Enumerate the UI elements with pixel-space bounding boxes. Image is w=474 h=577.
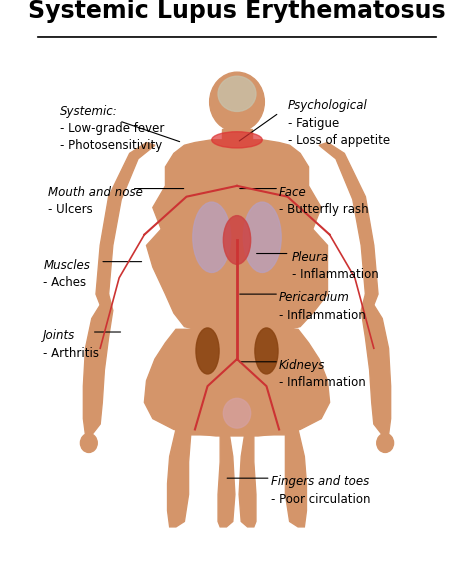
Text: Fingers and toes: Fingers and toes [271, 475, 369, 489]
Text: Face: Face [279, 186, 307, 199]
Polygon shape [146, 140, 328, 329]
Polygon shape [319, 143, 378, 305]
Text: - Poor circulation: - Poor circulation [271, 493, 370, 506]
Ellipse shape [81, 433, 97, 452]
Ellipse shape [223, 216, 251, 264]
Polygon shape [361, 294, 391, 435]
Polygon shape [83, 294, 113, 435]
Text: Mouth and nose: Mouth and nose [47, 186, 143, 199]
Text: Psychological: Psychological [288, 99, 367, 113]
Ellipse shape [243, 202, 281, 272]
Text: - Loss of appetite: - Loss of appetite [288, 134, 390, 147]
Text: Pericardium: Pericardium [279, 291, 350, 305]
Polygon shape [145, 329, 329, 436]
Polygon shape [239, 429, 307, 527]
Ellipse shape [196, 328, 219, 374]
Text: - Low-grade fever: - Low-grade fever [60, 122, 164, 135]
Text: - Photosensitivity: - Photosensitivity [60, 139, 163, 152]
Polygon shape [222, 129, 252, 143]
Text: - Inflammation: - Inflammation [279, 309, 366, 322]
Text: - Butterfly rash: - Butterfly rash [279, 203, 369, 216]
Text: Muscles: Muscles [43, 259, 90, 272]
Ellipse shape [255, 328, 278, 374]
Polygon shape [167, 429, 235, 527]
Ellipse shape [210, 72, 264, 132]
Text: Pleura: Pleura [292, 251, 329, 264]
Ellipse shape [218, 76, 256, 111]
Text: Joints: Joints [43, 329, 76, 342]
Text: - Arthritis: - Arthritis [43, 347, 100, 359]
Polygon shape [96, 143, 155, 305]
Text: Kidneys: Kidneys [279, 359, 326, 372]
Text: - Ulcers: - Ulcers [47, 203, 92, 216]
Ellipse shape [223, 398, 251, 428]
Text: Systemic Lupus Erythematosus: Systemic Lupus Erythematosus [28, 0, 446, 24]
Text: - Aches: - Aches [43, 276, 86, 289]
Text: - Inflammation: - Inflammation [279, 376, 366, 389]
Ellipse shape [212, 132, 262, 148]
Text: - Fatigue: - Fatigue [288, 117, 339, 130]
Text: - Inflammation: - Inflammation [292, 268, 378, 281]
Text: Systemic:: Systemic: [60, 104, 118, 118]
Ellipse shape [377, 433, 393, 452]
Ellipse shape [193, 202, 231, 272]
